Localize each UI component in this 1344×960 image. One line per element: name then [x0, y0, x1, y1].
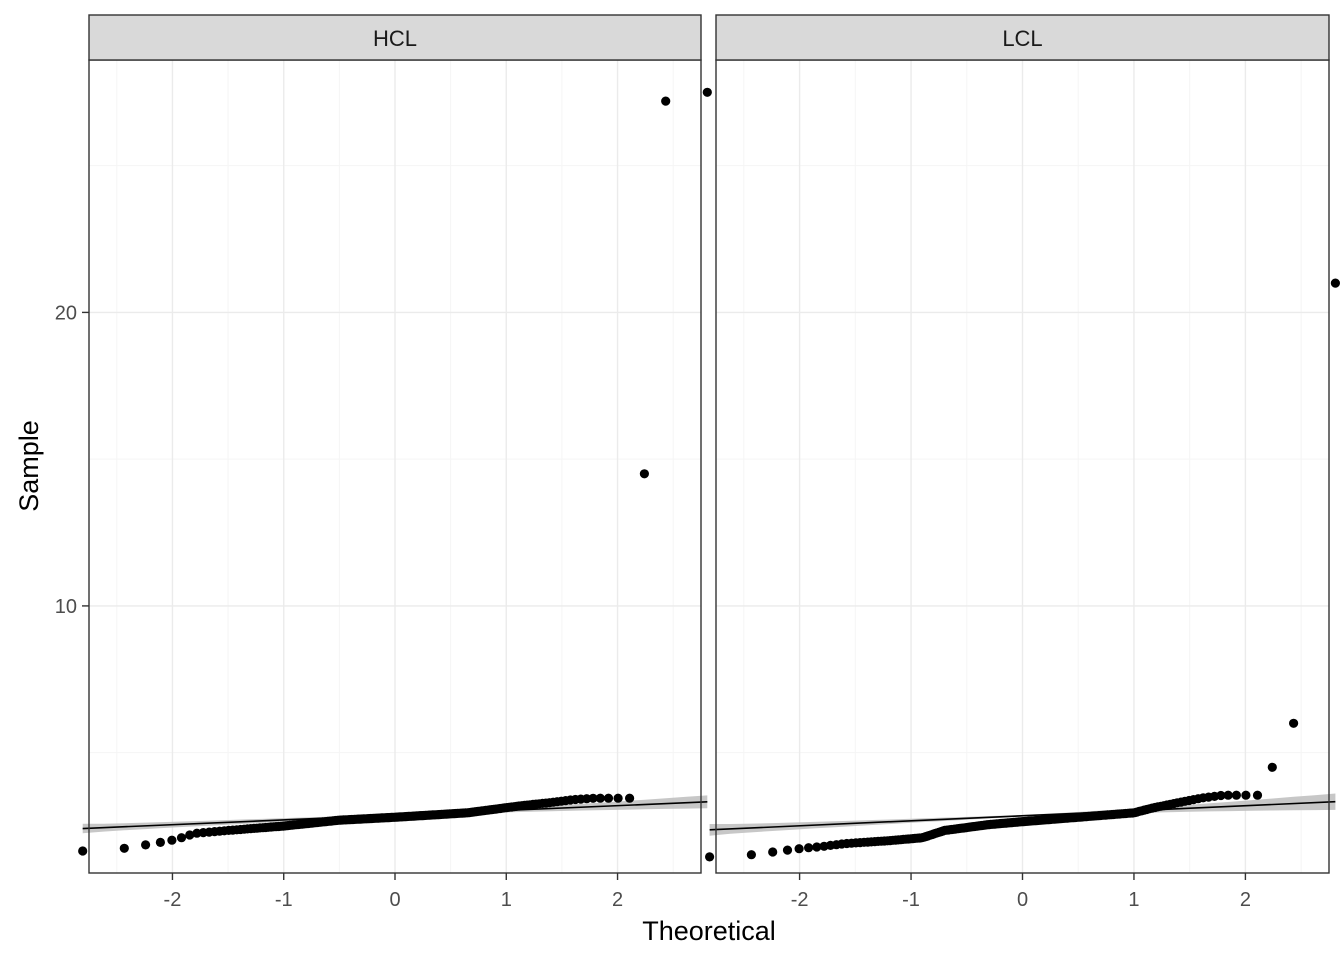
facet-strip [715, 14, 1330, 61]
data-point [595, 793, 605, 803]
data-point [78, 846, 88, 856]
x-axis-title: Theoretical [642, 916, 776, 946]
x-tick-label: 0 [1017, 889, 1028, 911]
x-tick-label: 1 [1128, 889, 1139, 911]
panel-lcl: LCL -2 -1 0 1 2 [705, 14, 1340, 911]
data-point [176, 833, 187, 843]
data-point [794, 844, 804, 854]
data-point [705, 852, 715, 862]
confidence-band [709, 793, 1336, 836]
facet-strip-label: LCL [1002, 26, 1042, 51]
data-point [1289, 718, 1299, 728]
data-point [702, 87, 712, 97]
x-tick-label: -2 [164, 889, 182, 911]
x-tick-label: 0 [389, 889, 400, 911]
x-tick-label: 2 [612, 889, 623, 911]
x-tick-label: 2 [1240, 889, 1251, 911]
x-tick-label: 1 [501, 889, 512, 911]
data-point [1252, 790, 1263, 800]
facet-strip [88, 14, 702, 61]
data-point [804, 843, 814, 853]
data-point [768, 847, 778, 857]
data-point [185, 830, 195, 840]
y-axis-title: Sample [14, 420, 44, 512]
facet-strip-label: HCL [373, 26, 417, 51]
x-tick-label: -1 [902, 889, 920, 911]
data-point [588, 793, 598, 803]
data-point [155, 837, 165, 848]
data-point [1231, 790, 1241, 800]
data-point [625, 793, 635, 803]
data-point [603, 793, 614, 803]
data-point [119, 843, 129, 853]
data-point [1330, 278, 1340, 288]
data-point [613, 793, 623, 803]
data-point [141, 840, 151, 850]
y-tick-label: 20 [55, 302, 77, 324]
reference-line [709, 800, 1336, 831]
x-tick-label: -1 [275, 889, 293, 911]
data-point [1241, 790, 1251, 800]
y-tick-label: 10 [55, 596, 77, 618]
data-point [782, 845, 793, 855]
data-point [167, 835, 177, 845]
x-tick-label: -2 [791, 889, 809, 911]
panel-hcl: HCL -2 -1 0 1 2 10 20 [55, 14, 712, 911]
data-point [661, 96, 671, 106]
data-point [1223, 790, 1233, 800]
data-point [746, 850, 757, 860]
data-point [1216, 790, 1226, 801]
data-point [812, 842, 822, 852]
data-point [639, 469, 650, 479]
data-point [1267, 762, 1277, 772]
